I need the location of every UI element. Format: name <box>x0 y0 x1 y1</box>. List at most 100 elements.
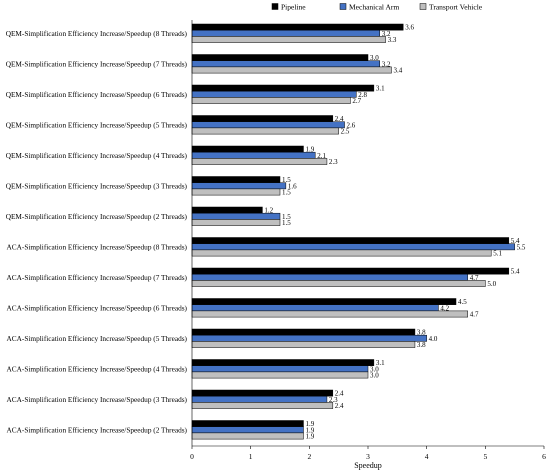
x-tick-label: 5 <box>483 452 487 461</box>
bar-transport-vehicle <box>191 127 339 135</box>
bar-mechanical-arm <box>191 29 380 37</box>
data-label-pipeline: 3.0 <box>370 54 379 62</box>
bar-pipeline <box>191 54 369 61</box>
bar-mechanical-arm <box>191 60 380 68</box>
x-tick-label: 6 <box>542 452 546 461</box>
x-tick-label: 2 <box>307 452 311 461</box>
bar-transport-vehicle <box>191 341 416 348</box>
category-label: ACA-Simplification Efficiency Increase/S… <box>7 364 188 373</box>
data-label-pipeline: 1.9 <box>305 146 314 154</box>
bar-transport-vehicle <box>191 371 369 379</box>
data-label-mechanical-arm: 2.8 <box>358 91 367 99</box>
legend-label-pipeline: Pipeline <box>281 3 306 12</box>
category-label: ACA-Simplification Efficiency Increase/S… <box>7 303 188 312</box>
category-label: ACA-Simplification Efficiency Increase/S… <box>7 273 188 282</box>
bar-pipeline <box>191 206 263 214</box>
bar-transport-vehicle <box>191 158 328 165</box>
data-label-transport-vehicle: 3.0 <box>370 372 379 380</box>
bar-transport-vehicle <box>191 66 392 74</box>
bar-mechanical-arm <box>191 304 439 312</box>
bar-mechanical-arm <box>191 334 427 342</box>
bar-transport-vehicle <box>191 280 486 287</box>
legend-label-mechanical-arm: Mechanical Arm <box>349 3 399 12</box>
data-label-mechanical-arm: 1.5 <box>282 213 291 221</box>
bar-mechanical-arm <box>191 121 345 129</box>
data-label-pipeline: 1.9 <box>305 420 314 428</box>
data-label-mechanical-arm: 4.0 <box>429 335 438 343</box>
bar-pipeline <box>191 23 404 31</box>
data-label-transport-vehicle: 2.5 <box>341 128 350 136</box>
bar-transport-vehicle <box>191 97 351 104</box>
data-label-pipeline: 3.8 <box>417 329 426 337</box>
data-label-pipeline: 2.4 <box>335 390 344 398</box>
bar-pipeline <box>191 176 281 183</box>
data-label-transport-vehicle: 3.4 <box>393 67 402 75</box>
data-label-transport-vehicle: 5.1 <box>493 250 502 258</box>
category-label: QEM-Simplification Efficiency Increase/S… <box>6 212 188 221</box>
bar-mechanical-arm <box>191 90 357 98</box>
category-label: QEM-Simplification Efficiency Increase/S… <box>6 90 188 99</box>
data-label-transport-vehicle: 2.3 <box>329 158 338 166</box>
bar-pipeline <box>191 267 510 275</box>
data-label-mechanical-arm: 4.7 <box>470 274 479 282</box>
bar-pipeline <box>191 145 304 153</box>
bar-mechanical-arm <box>191 395 328 403</box>
data-label-pipeline: 3.1 <box>376 359 385 367</box>
bar-pipeline <box>191 84 375 92</box>
bar-transport-vehicle <box>191 249 492 257</box>
bar-pipeline <box>191 115 334 122</box>
data-label-mechanical-arm: 3.0 <box>370 365 379 373</box>
bar-pipeline <box>191 298 457 305</box>
data-label-pipeline: 5.4 <box>511 268 520 276</box>
data-label-mechanical-arm: 1.9 <box>305 426 314 434</box>
data-label-pipeline: 1.2 <box>264 207 273 215</box>
x-axis-title: Speedup <box>354 461 382 470</box>
category-label: QEM-Simplification Efficiency Increase/S… <box>6 181 188 190</box>
bar-mechanical-arm <box>191 365 369 373</box>
bar-area: 3.63.23.33.03.23.43.12.82.72.42.62.51.92… <box>191 23 526 441</box>
bar-pipeline <box>191 237 510 244</box>
bar-transport-vehicle <box>191 219 281 226</box>
category-label: ACA-Simplification Efficiency Increase/S… <box>7 395 188 404</box>
bar-mechanical-arm <box>191 212 281 220</box>
legend-swatch-transport-vehicle <box>419 3 427 10</box>
x-tick-label: 3 <box>366 452 370 461</box>
bar-transport-vehicle <box>191 188 281 196</box>
legend: Pipeline Mechanical Arm Transport Vehicle <box>271 3 483 12</box>
category-label: QEM-Simplification Efficiency Increase/S… <box>6 59 188 68</box>
bar-mechanical-arm <box>191 426 304 434</box>
data-label-pipeline: 4.5 <box>458 298 467 306</box>
legend-label-transport-vehicle: Transport Vehicle <box>429 3 483 12</box>
category-label: QEM-Simplification Efficiency Increase/S… <box>6 120 188 129</box>
data-label-mechanical-arm: 1.6 <box>288 182 297 190</box>
data-label-mechanical-arm: 2.3 <box>329 396 338 404</box>
bar-pipeline <box>191 328 416 336</box>
data-label-mechanical-arm: 3.2 <box>382 30 391 38</box>
bar-transport-vehicle <box>191 310 468 318</box>
data-label-mechanical-arm: 2.6 <box>347 121 356 129</box>
axes: QEM-Simplification Efficiency Increase/S… <box>6 20 546 461</box>
category-label: ACA-Simplification Efficiency Increase/S… <box>7 242 188 251</box>
bar-transport-vehicle <box>191 36 386 43</box>
data-label-mechanical-arm: 3.2 <box>382 60 391 68</box>
data-label-pipeline: 5.4 <box>511 237 520 245</box>
x-tick-label: 0 <box>190 452 194 461</box>
data-label-transport-vehicle: 4.7 <box>470 311 479 319</box>
bar-pipeline <box>191 420 304 427</box>
category-label: QEM-Simplification Efficiency Increase/S… <box>6 151 188 160</box>
data-label-transport-vehicle: 1.5 <box>282 219 291 227</box>
data-label-transport-vehicle: 3.3 <box>388 36 397 44</box>
data-label-transport-vehicle: 3.8 <box>417 341 426 349</box>
data-label-pipeline: 2.4 <box>335 115 344 123</box>
legend-swatch-mechanical-arm <box>339 3 347 10</box>
bar-transport-vehicle <box>191 402 334 409</box>
data-label-transport-vehicle: 1.5 <box>282 189 291 197</box>
bar-pipeline <box>191 359 375 366</box>
data-label-mechanical-arm: 5.5 <box>517 243 526 251</box>
data-label-transport-vehicle: 2.4 <box>335 402 344 410</box>
data-label-mechanical-arm: 4.2 <box>440 304 449 312</box>
data-label-pipeline: 3.1 <box>376 85 385 93</box>
bar-mechanical-arm <box>191 243 515 251</box>
bar-mechanical-arm <box>191 151 316 159</box>
legend-swatch-pipeline <box>271 3 279 10</box>
